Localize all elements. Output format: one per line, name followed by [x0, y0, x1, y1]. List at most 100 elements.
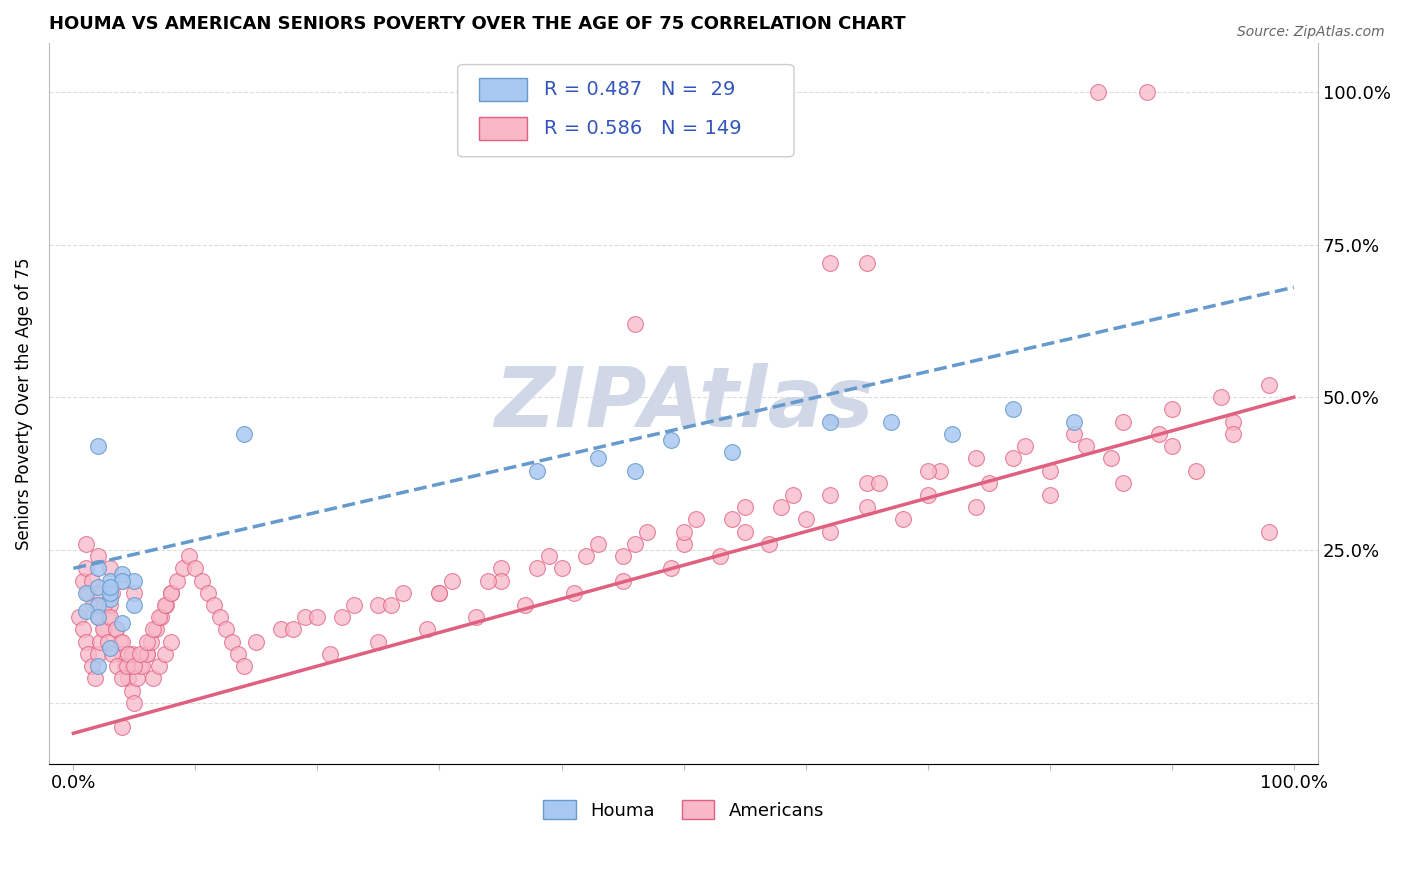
Point [1160, 439, 1182, 453]
Point [111, 634, 134, 648]
Point [672, 524, 695, 539]
Point [145, 623, 167, 637]
Point [82, 598, 104, 612]
Point [477, 574, 499, 588]
Point [101, 586, 124, 600]
Point [1209, 390, 1232, 404]
Point [343, 598, 366, 612]
Point [782, 488, 804, 502]
Point [734, 524, 756, 539]
Point [330, 610, 353, 624]
Point [855, 475, 877, 490]
Point [709, 549, 731, 563]
Point [153, 598, 176, 612]
Point [721, 445, 744, 459]
Point [125, 671, 148, 685]
Point [636, 524, 658, 539]
Point [917, 464, 939, 478]
Point [770, 500, 793, 515]
Point [526, 464, 548, 478]
Point [868, 475, 890, 490]
Point [281, 623, 304, 637]
Point [416, 623, 439, 637]
Point [612, 549, 634, 563]
Point [1222, 415, 1244, 429]
Point [928, 464, 950, 478]
Point [111, 567, 134, 582]
Point [148, 610, 170, 624]
Point [367, 634, 389, 648]
Point [1087, 85, 1109, 99]
Point [1099, 451, 1122, 466]
Point [87, 647, 110, 661]
Point [124, 696, 146, 710]
Point [489, 574, 512, 588]
Point [429, 586, 451, 600]
Point [1014, 439, 1036, 453]
Point [367, 598, 389, 612]
Point [197, 586, 219, 600]
Point [818, 524, 841, 539]
Point [672, 537, 695, 551]
Point [135, 647, 157, 661]
Point [685, 512, 707, 526]
Point [111, 647, 134, 661]
Point [612, 574, 634, 588]
Point [1002, 402, 1025, 417]
Point [294, 610, 316, 624]
Point [87, 561, 110, 575]
Point [586, 537, 609, 551]
Point [221, 634, 243, 648]
Y-axis label: Seniors Poverty Over the Age of 75: Seniors Poverty Over the Age of 75 [15, 257, 32, 549]
Point [160, 634, 183, 648]
Point [124, 659, 146, 673]
Point [818, 488, 841, 502]
Point [307, 610, 329, 624]
Point [917, 488, 939, 502]
Point [135, 647, 157, 661]
Point [87, 610, 110, 624]
Point [818, 415, 841, 429]
Point [131, 659, 153, 673]
Point [977, 475, 1000, 490]
Point [75, 561, 97, 575]
Point [575, 549, 598, 563]
Point [215, 623, 238, 637]
Point [1063, 415, 1085, 429]
Point [98, 574, 121, 588]
Point [87, 586, 110, 600]
Point [190, 574, 212, 588]
Point [160, 586, 183, 600]
Point [98, 591, 121, 606]
Point [1258, 524, 1281, 539]
Point [84, 671, 107, 685]
Point [233, 659, 256, 673]
Point [586, 451, 609, 466]
Point [124, 574, 146, 588]
Point [87, 610, 110, 624]
Point [72, 574, 94, 588]
Point [135, 634, 157, 648]
FancyBboxPatch shape [457, 64, 794, 157]
Point [80, 659, 103, 673]
Point [96, 610, 118, 624]
Point [129, 659, 152, 673]
Text: R = 0.586   N = 149: R = 0.586 N = 149 [544, 120, 741, 138]
Point [721, 512, 744, 526]
Point [166, 574, 188, 588]
Point [734, 500, 756, 515]
Point [77, 647, 100, 661]
Point [150, 610, 173, 624]
Point [142, 623, 165, 637]
Point [794, 512, 817, 526]
Point [429, 586, 451, 600]
FancyBboxPatch shape [479, 117, 527, 140]
Point [121, 683, 143, 698]
Point [105, 623, 128, 637]
Point [89, 634, 111, 648]
Point [69, 610, 91, 624]
Legend: Houma, Americans: Houma, Americans [536, 793, 831, 827]
Point [105, 659, 128, 673]
Point [87, 439, 110, 453]
Point [623, 537, 645, 551]
